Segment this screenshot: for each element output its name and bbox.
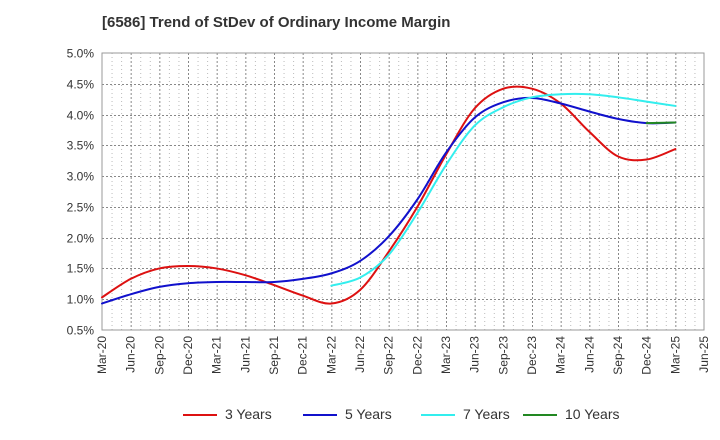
y-tick-label: 3.0% (67, 170, 95, 184)
x-tick-label: Jun-23 (468, 336, 482, 373)
y-tick-label: 4.0% (67, 109, 95, 123)
x-tick-label: Mar-25 (668, 336, 682, 374)
y-tick-label: 4.5% (67, 78, 95, 92)
x-tick-label: Jun-24 (582, 336, 596, 373)
x-tick-label: Sep-24 (611, 336, 625, 375)
series-layer (101, 85, 677, 305)
legend: 3 Years 5 Years 7 Years 10 Years (0, 404, 720, 426)
series-line-3-years (101, 85, 677, 305)
x-tick-label: Sep-20 (152, 336, 166, 375)
x-tick-label: Mar-20 (95, 336, 109, 374)
legend-swatch (421, 414, 455, 416)
y-tick-label: 1.0% (67, 293, 95, 307)
legend-label: 7 Years (463, 406, 510, 422)
plot-frame (101, 52, 705, 331)
x-tick-label: Dec-20 (181, 336, 195, 375)
grid-layer (102, 53, 704, 330)
y-tick-label: 5.0% (67, 47, 95, 61)
x-tick-label: Dec-24 (640, 336, 654, 375)
chart-title: [6586] Trend of StDev of Ordinary Income… (102, 14, 451, 31)
series-line-7-years (330, 92, 677, 287)
legend-swatch (523, 414, 557, 416)
x-tick-label: Dec-22 (410, 336, 424, 375)
x-tick-label: Jun-25 (697, 336, 711, 373)
x-tick-label: Mar-21 (210, 336, 224, 374)
x-tick-label: Dec-21 (296, 336, 310, 375)
x-tick-label: Sep-21 (267, 336, 281, 375)
legend-label: 3 Years (225, 406, 272, 422)
y-tick-label: 1.5% (67, 262, 95, 276)
x-tick-label: Jun-20 (124, 336, 138, 373)
series-line-10-years (645, 121, 677, 125)
legend-label: 10 Years (565, 406, 620, 422)
legend-swatch (303, 414, 337, 416)
series-line-5-years (101, 96, 677, 305)
legend-label: 5 Years (345, 406, 392, 422)
x-tick-label: Mar-24 (554, 336, 568, 374)
y-tick-label: 2.5% (67, 201, 95, 215)
x-tick-label: Dec-23 (525, 336, 539, 375)
legend-swatch (183, 414, 217, 416)
x-axis: Mar-20 Jun-20 Sep-20 Dec-20 Mar-21 Jun-21 Sep-… (95, 336, 711, 375)
x-tick-label: Sep-22 (382, 336, 396, 375)
x-tick-label: Sep-23 (496, 336, 510, 375)
x-tick-label: Mar-22 (324, 336, 338, 374)
y-axis: 0.5% 1.0% 1.5% 2.0% 2.5% 3.0% 3.5% 4.0% 4.5% 5.0% (67, 47, 95, 338)
x-tick-label: Mar-23 (439, 336, 453, 374)
y-tick-label: 2.0% (67, 232, 95, 246)
y-tick-label: 0.5% (67, 324, 95, 338)
x-tick-label: Jun-21 (238, 336, 252, 373)
y-tick-label: 3.5% (67, 139, 95, 153)
x-tick-label: Jun-22 (353, 336, 367, 373)
